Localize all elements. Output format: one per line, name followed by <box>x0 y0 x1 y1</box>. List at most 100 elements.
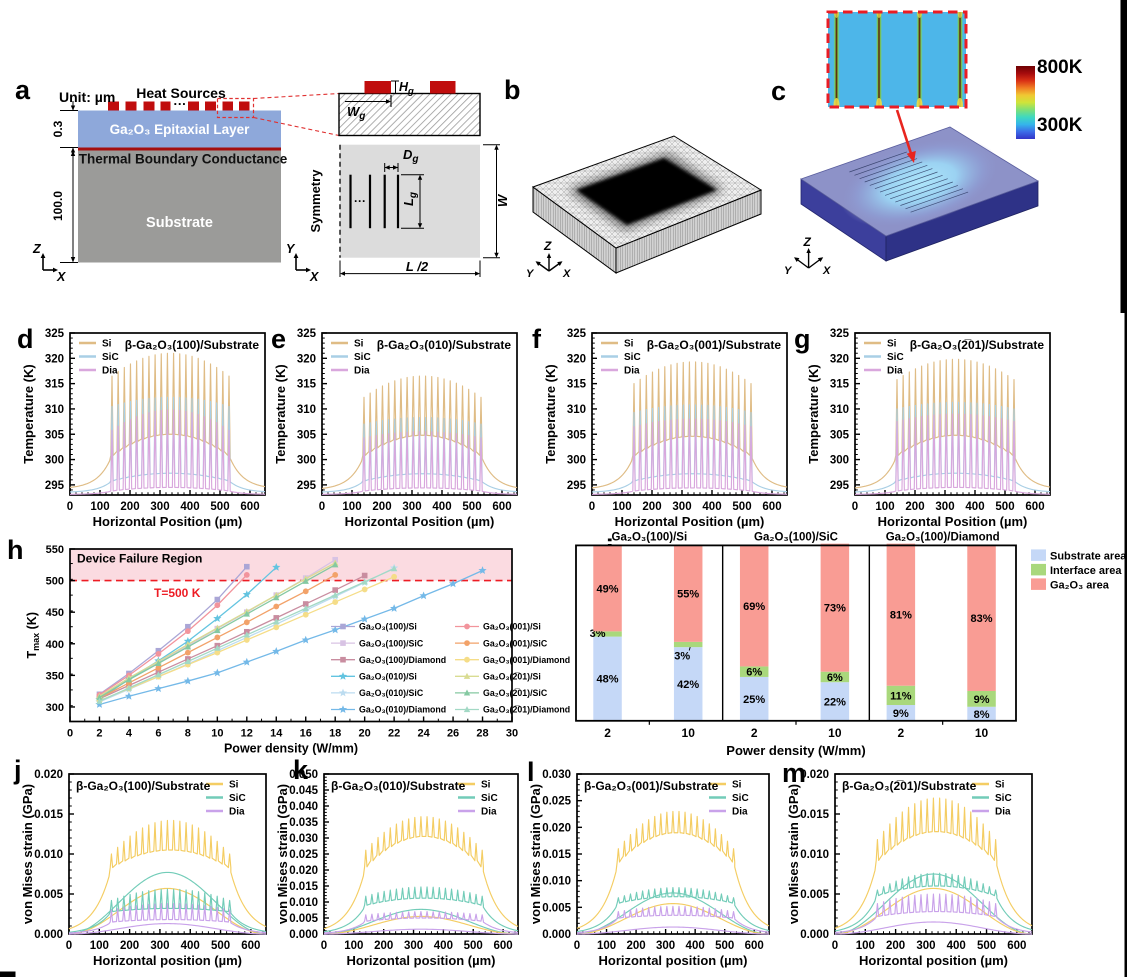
inset-arrow-line <box>895 109 913 156</box>
panel-letter-g: g <box>794 324 811 354</box>
axes-a-left: Z X <box>32 242 66 284</box>
colorbar <box>1016 66 1035 139</box>
y-tick-label: 305 <box>45 429 65 441</box>
series-dia-comb <box>576 905 770 934</box>
marker-square <box>155 647 162 654</box>
segment-label: 55% <box>677 589 699 601</box>
x-tick-label: 6 <box>155 728 161 740</box>
marker-triangle <box>214 627 221 634</box>
marker-square <box>185 623 191 630</box>
marker-triangle <box>463 706 471 713</box>
series-dia-dome <box>324 928 518 935</box>
x-tick-label: 400 <box>181 940 200 952</box>
x-tick-label: 100 <box>597 940 616 952</box>
marker-circle <box>243 619 250 626</box>
x-tick-label: 100 <box>342 501 361 513</box>
right-border-thick <box>1120 0 1127 313</box>
thermal-inset <box>826 10 968 109</box>
series-dia-dome <box>834 921 1033 935</box>
panel-letter-b: b <box>504 75 521 105</box>
y-tick-label: 500 <box>46 576 64 588</box>
annotation-label: β-Ga₂O₃(010)/Substrate <box>331 779 466 793</box>
x-tick-label: 2 <box>96 728 102 740</box>
x-tick-label: 100 <box>344 940 363 952</box>
y-tick-label: 305 <box>297 429 317 441</box>
x-tick-label: 100 <box>875 501 894 513</box>
panel-letter-j: j <box>13 755 22 785</box>
group-title: Ga₂O₃(100)/Si <box>612 531 688 543</box>
series-dia-comb <box>323 911 519 934</box>
marker-star <box>338 705 348 713</box>
x-axis-title: Power density (W/mm) <box>726 743 865 758</box>
axes-a-right: Y X <box>286 242 319 284</box>
y-tick-label: 310 <box>45 404 64 416</box>
y-tick-label: 0.020 <box>542 822 571 834</box>
y-tick-label: 300 <box>45 455 64 467</box>
marker-triangle <box>302 604 309 611</box>
x-tick-label: 500 <box>210 501 229 513</box>
marker-triangle <box>155 659 162 666</box>
substrate-label: Substrate <box>146 215 213 231</box>
legend-swatch <box>1031 578 1046 590</box>
x-tick-label: 8 <box>185 728 191 740</box>
segment-label: 22% <box>824 697 846 709</box>
x-tick-label: 200 <box>886 940 905 952</box>
x-tick-label: 200 <box>642 501 661 513</box>
x-tick-label: 300 <box>150 501 169 513</box>
x-tick-label: 300 <box>656 940 675 952</box>
legend-label: Ga₂O₃(001)/Si <box>483 622 541 632</box>
marker-triangle <box>96 697 103 704</box>
zoom-connector-top <box>253 92 340 100</box>
legend-label-sic: SiC <box>354 352 371 363</box>
y-tick-label: 0.045 <box>289 785 318 797</box>
legend-label-dia: Dia <box>887 366 903 377</box>
inset-arrow-head <box>906 150 916 163</box>
bar-segment <box>739 666 769 677</box>
y-tick-label: 0.015 <box>34 809 63 821</box>
panel-k-chart: 0 100 200 300 400 500 600 0.000 0.005 0.010 0.015 0… <box>275 769 519 968</box>
marker-star <box>124 691 134 700</box>
x-tick-label: 500 <box>211 940 230 952</box>
y-tick-label: 310 <box>297 404 316 416</box>
marker-star <box>338 672 348 680</box>
y-tick-label: 320 <box>567 353 586 365</box>
heat-source-squares <box>108 101 250 111</box>
legend-label: Ga₂O₃(2̅01)/Diamond <box>483 705 570 715</box>
x-tick-label: 300 <box>916 940 935 952</box>
x-tick-label: 400 <box>686 940 705 952</box>
marker-triangle <box>214 644 221 651</box>
bar-segment <box>886 705 916 721</box>
x-tick-label: 0 <box>852 501 858 513</box>
y-tick-label: 310 <box>830 404 849 416</box>
panel-b-mesh: Z Y X <box>526 135 763 280</box>
marker-circle <box>302 611 309 618</box>
dim-lg-label: Lg <box>401 192 419 206</box>
x-axis-title: Horizontal position (µm) <box>598 953 747 968</box>
dim-hg-lines <box>391 80 399 94</box>
x-tick-label: 14 <box>270 728 283 740</box>
x-tick-label: 100 <box>856 940 875 952</box>
category-label: 2 <box>751 726 758 740</box>
y-tick-label: 0.000 <box>800 929 829 941</box>
x-tick-label: 0 <box>66 940 72 952</box>
x-tick-label: 0 <box>589 501 595 513</box>
y-tick-label: 0.025 <box>542 796 571 808</box>
x-tick-label: 28 <box>476 728 488 740</box>
marker-star <box>242 590 251 598</box>
panel-letter-l: l <box>527 757 535 787</box>
series-dia-comb <box>69 409 266 495</box>
x-tick-label: 20 <box>359 728 371 740</box>
x-tick-label: 500 <box>977 940 996 952</box>
topview-box <box>340 144 480 258</box>
series-sic-dome <box>323 908 519 935</box>
x-axis-title: Horizontal Position (µm) <box>93 514 243 529</box>
y-tick-label: 325 <box>567 328 587 340</box>
y-tick-label: 0.035 <box>289 817 318 829</box>
legend-label-sic: SiC <box>995 793 1012 804</box>
segment-label: 69% <box>743 601 765 613</box>
marker-star <box>213 614 222 622</box>
legend-label-sic: SiC <box>229 793 246 804</box>
series-line-6 <box>99 574 248 696</box>
category-label: 10 <box>828 726 842 740</box>
y-axis-title: Temperature (K) <box>806 364 821 463</box>
